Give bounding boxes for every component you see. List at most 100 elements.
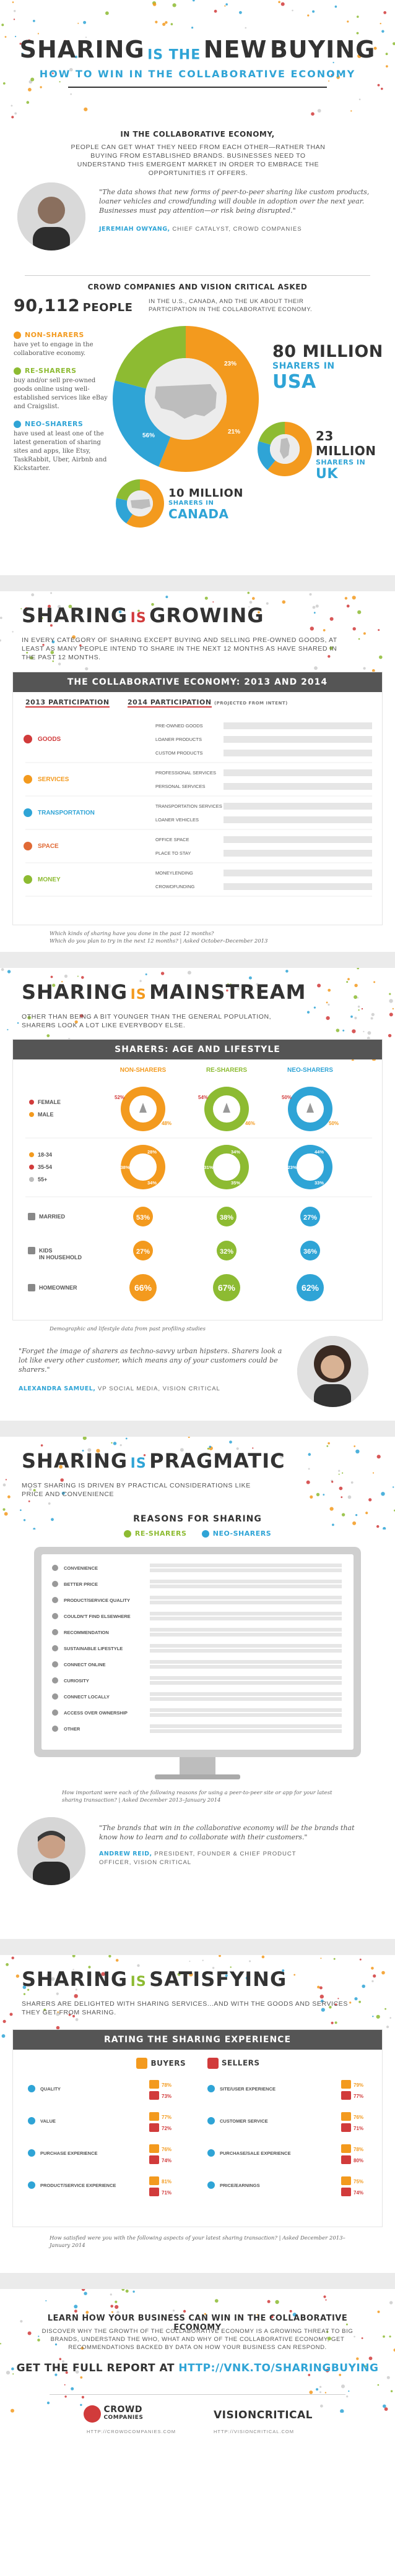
section-divider (0, 1939, 395, 1955)
pragmatic-panel-title: REASONS FOR SHARING (133, 1514, 262, 1524)
dot (81, 2289, 85, 2291)
dot (323, 1494, 325, 1496)
dot (354, 1445, 356, 1447)
dot (377, 83, 380, 87)
respondent-count-label: PEOPLE (82, 301, 133, 314)
dot (1, 2034, 6, 2038)
mainstream-quote-attribution: ALEXANDRA SAMUEL, VP SOCIAL MEDIA, VISIO… (19, 1385, 285, 1392)
dot (358, 1009, 360, 1011)
dot (389, 1012, 393, 1017)
age-pct: 23% (287, 1165, 297, 1170)
rating-label: PURCHASE EXPERIENCE (40, 2150, 98, 2156)
dot (204, 596, 208, 600)
bar-track (224, 803, 372, 810)
reason-label: RECOMMENDATION (64, 1630, 109, 1635)
dot (356, 2357, 359, 2360)
dot (2, 1508, 6, 1511)
dot (390, 2390, 393, 2392)
dot (20, 2320, 23, 2323)
dot (361, 1008, 363, 1010)
report-link[interactable]: HTTP://VNK.TO/SHARINGBUYING (178, 2362, 379, 2374)
dot (239, 11, 242, 14)
seller-icon (149, 2188, 159, 2196)
segment-desc: have yet to engage in the collaborative … (14, 341, 93, 357)
dot (105, 11, 109, 15)
item-label: PLACE TO STAY (155, 850, 191, 856)
lifestyle-circle (217, 1207, 237, 1226)
vision-critical-logo: VISIONCRITICAL (214, 2409, 313, 2421)
rating-label: VALUE (40, 2118, 56, 2124)
person-icon (306, 1103, 314, 1113)
column-label: NEO-SHARERS (287, 1067, 333, 1074)
dot (56, 1992, 59, 1995)
intro-section: IN THE COLLABORATIVE ECONOMY, PEOPLE CAN… (0, 121, 395, 269)
buyer-icon (149, 2144, 159, 2153)
lifestyle-pct: 36% (303, 1248, 317, 1256)
uk-number: 23 MILLION (316, 429, 376, 458)
dot (361, 2337, 363, 2339)
dot (160, 972, 165, 975)
dot (381, 30, 384, 33)
dot (183, 2309, 186, 2313)
dot (17, 1022, 19, 1024)
dot (267, 2300, 271, 2303)
dot (165, 596, 168, 599)
person-icon (297, 1336, 368, 1407)
dot (339, 1486, 343, 1491)
logo-text: COMPANIES (103, 2415, 144, 2421)
dot (311, 112, 315, 116)
seller-icon (149, 2091, 159, 2100)
dot (346, 604, 350, 608)
dot (2, 82, 6, 85)
dot (188, 1437, 190, 1438)
female-icon (29, 1100, 34, 1105)
category-label: SERVICES (38, 776, 69, 783)
bar-track (150, 1724, 342, 1728)
dot (71, 2387, 74, 2390)
dot (46, 1034, 50, 1037)
orange-dot-icon (14, 332, 21, 339)
dot (74, 2309, 77, 2313)
survey-section: CROWD COMPANIES AND VISION CRITICAL ASKE… (0, 269, 395, 575)
seller-pct: 72% (162, 2126, 171, 2131)
page-title: SHARING IS THE NEW BUYING (0, 36, 395, 63)
dot (74, 2304, 78, 2309)
dot (191, 27, 194, 29)
male-icon (29, 1112, 34, 1117)
title-word: SHARING (19, 36, 145, 63)
vision-critical-link[interactable]: HTTP://VISIONCRITICAL.COM (214, 2429, 295, 2434)
legend-sellers: SELLERS (221, 2058, 260, 2068)
dot (5, 1479, 7, 1481)
seller-icon (207, 2058, 219, 2069)
dot (319, 2391, 321, 2394)
dot (84, 107, 88, 111)
dot (320, 1958, 322, 1959)
usa-sharers: 80 MILLION SHARERS IN USA (272, 342, 383, 393)
lifestyle-label: MARRIED (39, 1213, 65, 1220)
dot (1, 24, 4, 27)
dot (81, 2395, 84, 2398)
lifestyle-circle (129, 1274, 157, 1301)
dot (27, 2331, 32, 2335)
dot (357, 968, 359, 970)
avatar-andrew-reid (17, 1817, 85, 1885)
section-divider (0, 1421, 395, 1437)
dot (110, 2293, 112, 2296)
seller-pct: 74% (162, 2158, 171, 2163)
dot (209, 1445, 212, 1448)
crowd-companies-link[interactable]: HTTP://CROWDCOMPANIES.COM (87, 2429, 176, 2434)
dot (50, 592, 53, 594)
reason-label: BETTER PRICE (64, 1581, 98, 1587)
dot (26, 101, 30, 104)
person-icon (17, 182, 85, 250)
dot (77, 975, 79, 977)
dot (307, 14, 310, 17)
monitor-stand (180, 1757, 215, 1776)
pragmatic-legend: RE-SHARERS NEO-SHARERS (0, 1530, 395, 1538)
blue-dot-icon (14, 421, 21, 428)
dot (202, 1959, 204, 1961)
seller-pct: 80% (354, 2158, 363, 2163)
avatar-alexandra-samuel (297, 1336, 368, 1407)
dot (119, 1444, 122, 1447)
title-word: SATISFYING (149, 1967, 287, 1991)
